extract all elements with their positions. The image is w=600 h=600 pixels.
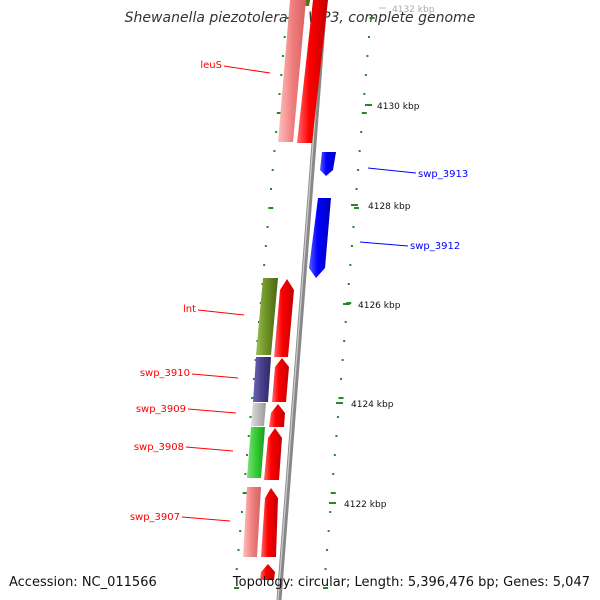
- scale-label-4128: 4128 kbp: [368, 202, 411, 212]
- gene-leuS-salmon[interactable]: [278, 0, 306, 142]
- gene-bottom-fragment[interactable]: [260, 564, 275, 580]
- scale-label-4122: 4122 kbp: [344, 500, 387, 510]
- gene-leuS[interactable]: [297, 0, 328, 143]
- lnt-leader: [197, 309, 245, 316]
- gene-swp_3908-green[interactable]: [247, 427, 265, 478]
- swp_3909-leader: [187, 408, 237, 414]
- scale-label-4126: 4126 kbp: [358, 301, 401, 311]
- gene-lnt-olive[interactable]: [256, 278, 278, 355]
- gene-swp_3908[interactable]: [264, 428, 282, 480]
- gene-swp_3907[interactable]: [261, 488, 278, 557]
- gene-swp_3912[interactable]: [309, 198, 331, 278]
- genome-summary-text: Topology: circular; Length: 5,396,476 bp…: [232, 575, 590, 590]
- genome-backbone: [276, 0, 328, 600]
- gene-swp_3910[interactable]: [272, 358, 289, 402]
- outer-dotted-track: [322, 17, 375, 589]
- gene-label-swp_3908[interactable]: swp_3908: [134, 442, 184, 453]
- gene-swp_3907-salmon[interactable]: [243, 487, 261, 557]
- gene-label-lnt[interactable]: lnt: [183, 304, 196, 315]
- swp_3913-leader: [367, 167, 417, 174]
- swp_3910-leader: [191, 373, 239, 379]
- scale-label-4124: 4124 kbp: [351, 400, 394, 410]
- gene-label-swp_3913[interactable]: swp_3913: [418, 169, 468, 180]
- gene-swp_3909-grey[interactable]: [251, 403, 266, 426]
- gene-lnt[interactable]: [274, 279, 294, 357]
- gene-label-swp_3909[interactable]: swp_3909: [136, 404, 186, 415]
- gene-swp_3913[interactable]: [320, 152, 336, 176]
- swp_3908-leader: [185, 446, 234, 452]
- gene-label-swp_3907[interactable]: swp_3907: [130, 512, 180, 523]
- scale-label-4130: 4130 kbp: [377, 102, 420, 112]
- gene-swp_3909[interactable]: [269, 404, 285, 427]
- scale-label-4132: 4132 kbp: [392, 5, 435, 15]
- accession-text: Accession: NC_011566: [9, 575, 157, 590]
- gene-swp_3910-slate[interactable]: [253, 357, 271, 402]
- leuS-leader: [223, 65, 271, 74]
- gene-label-swp_3910[interactable]: swp_3910: [140, 368, 190, 379]
- swp_3912-leader: [359, 241, 409, 247]
- swp_3907-leader: [181, 516, 231, 522]
- gene-label-leuS[interactable]: leuS: [200, 60, 222, 71]
- gene-label-swp_3912[interactable]: swp_3912: [410, 241, 460, 252]
